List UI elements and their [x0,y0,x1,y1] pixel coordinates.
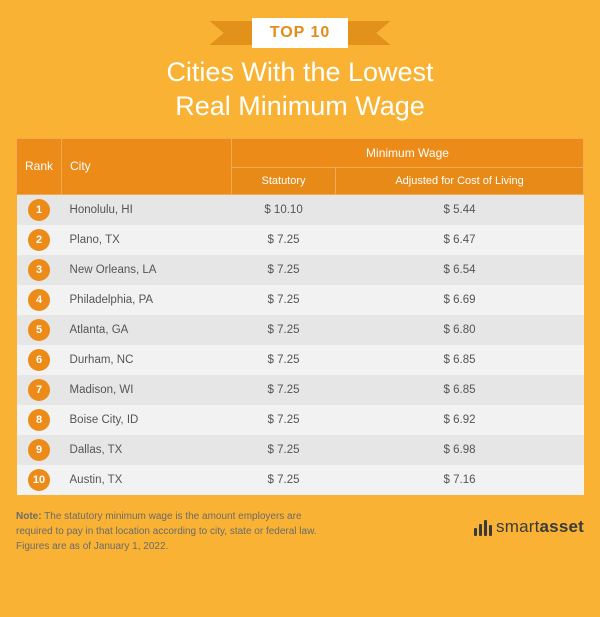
th-statutory: Statutory [232,167,336,194]
top10-ribbon: TOP 10 [16,18,584,48]
city-cell: Dallas, TX [62,435,232,465]
statutory-cell: $ 7.25 [232,465,336,495]
city-cell: Austin, TX [62,465,232,495]
table-row: 7 Madison, WI$ 7.25$ 6.85 [17,375,584,405]
th-rank: Rank [17,138,62,194]
city-cell: Honolulu, HI [62,194,232,225]
table-row: 9 Dallas, TX$ 7.25$ 6.98 [17,435,584,465]
rank-cell: 3 [17,255,62,285]
city-cell: Madison, WI [62,375,232,405]
rank-badge: 6 [28,349,50,371]
table-row: 2 Plano, TX$ 7.25$ 6.47 [17,225,584,255]
adjusted-cell: $ 6.80 [336,315,584,345]
rank-badge: 4 [28,289,50,311]
rank-cell: 7 [17,375,62,405]
rank-badge: 1 [28,199,50,221]
table-row: 10 Austin, TX$ 7.25$ 7.16 [17,465,584,495]
logo-bars-icon [474,518,492,536]
rank-cell: 8 [17,405,62,435]
footnote: Note: The statutory minimum wage is the … [16,509,326,554]
adjusted-cell: $ 6.47 [336,225,584,255]
city-cell: Atlanta, GA [62,315,232,345]
rank-badge: 9 [28,439,50,461]
smartasset-logo: smartasset [474,517,584,537]
adjusted-cell: $ 5.44 [336,194,584,225]
title-line-2: Real Minimum Wage [175,91,425,121]
rank-badge: 8 [28,409,50,431]
infographic-card: TOP 10 Cities With the Lowest Real Minim… [0,0,600,617]
table-row: 6 Durham, NC$ 7.25$ 6.85 [17,345,584,375]
table-row: 5 Atlanta, GA$ 7.25$ 6.80 [17,315,584,345]
rank-cell: 5 [17,315,62,345]
table-body: 1Honolulu, HI$ 10.10$ 5.442Plano, TX$ 7.… [17,194,584,495]
rank-badge: 3 [28,259,50,281]
rank-badge: 7 [28,379,50,401]
note-text: The statutory minimum wage is the amount… [16,511,317,552]
logo-text: smartasset [496,517,584,537]
th-adjusted: Adjusted for Cost of Living [336,167,584,194]
th-city: City [62,138,232,194]
rank-cell: 6 [17,345,62,375]
city-cell: Plano, TX [62,225,232,255]
statutory-cell: $ 7.25 [232,315,336,345]
rank-cell: 4 [17,285,62,315]
statutory-cell: $ 10.10 [232,194,336,225]
rank-badge: 5 [28,319,50,341]
rank-badge: 10 [28,469,50,491]
statutory-cell: $ 7.25 [232,435,336,465]
adjusted-cell: $ 6.92 [336,405,584,435]
table-row: 3 New Orleans, LA$ 7.25$ 6.54 [17,255,584,285]
statutory-cell: $ 7.25 [232,225,336,255]
city-cell: Boise City, ID [62,405,232,435]
adjusted-cell: $ 6.69 [336,285,584,315]
statutory-cell: $ 7.25 [232,405,336,435]
city-cell: Philadelphia, PA [62,285,232,315]
table-row: 1 Honolulu, HI$ 10.10$ 5.44 [17,194,584,225]
table-row: 8 Boise City, ID$ 7.25$ 6.92 [17,405,584,435]
note-label: Note: [16,511,42,522]
rank-badge: 2 [28,229,50,251]
rank-cell: 2 [17,225,62,255]
statutory-cell: $ 7.25 [232,375,336,405]
rank-cell: 9 [17,435,62,465]
adjusted-cell: $ 6.85 [336,375,584,405]
statutory-cell: $ 7.25 [232,285,336,315]
infographic-title: Cities With the Lowest Real Minimum Wage [16,56,584,124]
footer: Note: The statutory minimum wage is the … [16,509,584,554]
adjusted-cell: $ 6.85 [336,345,584,375]
city-cell: New Orleans, LA [62,255,232,285]
ribbon-label: TOP 10 [252,18,349,48]
rank-cell: 1 [17,194,62,225]
wage-table: Rank City Minimum Wage Statutory Adjuste… [16,138,584,495]
adjusted-cell: $ 6.54 [336,255,584,285]
adjusted-cell: $ 7.16 [336,465,584,495]
title-line-1: Cities With the Lowest [166,57,433,87]
city-cell: Durham, NC [62,345,232,375]
table-row: 4 Philadelphia, PA$ 7.25$ 6.69 [17,285,584,315]
statutory-cell: $ 7.25 [232,255,336,285]
th-group: Minimum Wage [232,138,584,167]
rank-cell: 10 [17,465,62,495]
statutory-cell: $ 7.25 [232,345,336,375]
adjusted-cell: $ 6.98 [336,435,584,465]
